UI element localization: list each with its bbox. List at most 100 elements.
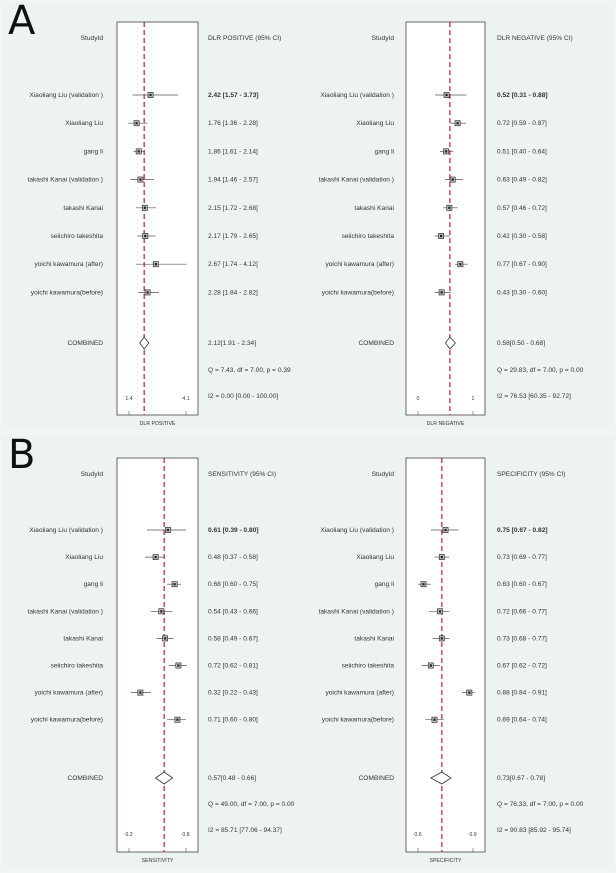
- q-statistic: Q = 7.43, df = 7.00, p = 0.39: [208, 367, 291, 374]
- plot-frame: [405, 457, 486, 853]
- point-estimate: [433, 718, 436, 721]
- combined-value: 0.73[0.67 - 0.78]: [497, 775, 545, 782]
- combined-value: 0.58[0.50 - 0.68]: [497, 340, 545, 347]
- point-estimate: [444, 528, 447, 532]
- study-value: 0.63 [0.60 - 0.67]: [497, 581, 547, 588]
- study-value: 2.67 [1.74 - 4.12]: [208, 261, 258, 268]
- study-label: Xiaoliang Liu (validation ): [320, 527, 394, 534]
- study-label: Xiaoliang Liu (validation ): [320, 92, 394, 99]
- study-value: 1.76 [1.36 - 2.28]: [208, 120, 258, 127]
- point-estimate: [445, 93, 448, 97]
- study-label: Xiaoliang Liu: [356, 554, 394, 561]
- point-estimate: [154, 263, 157, 266]
- i2-statistic: I2 = 76.53 [60.35 - 92.72]: [497, 393, 571, 400]
- plot-frame: [405, 21, 486, 416]
- study-label: gang li: [375, 148, 395, 155]
- point-estimate: [440, 291, 443, 294]
- point-estimate: [139, 691, 142, 694]
- study-value: 0.72 [0.62 - 0.81]: [208, 663, 258, 670]
- study-value: 1.94 [1.46 - 2.57]: [208, 177, 258, 184]
- studyid-header: StudyId: [81, 35, 104, 42]
- study-value: 2.15 [1.72 - 2.68]: [208, 205, 258, 212]
- i2-statistic: I2 = 90.83 [85.92 - 95.74]: [497, 827, 571, 834]
- study-value: 1.86 [1.61 - 2.14]: [208, 148, 258, 155]
- combined-value: 2.12[1.91 - 2.34]: [208, 340, 256, 347]
- studyid-header: StudyId: [372, 35, 395, 42]
- study-label: seiichiro takeshita: [342, 233, 395, 240]
- q-statistic: Q = 76.33, df = 7.00, p = 0.00: [497, 801, 584, 808]
- study-label: yoichi kawamura(before): [31, 717, 103, 724]
- panel-a: A: [2, 0, 614, 430]
- study-label: yoichi kawamura (after): [34, 690, 103, 697]
- study-value: 0.63 [0.49 - 0.82]: [497, 177, 547, 184]
- study-label: gang li: [84, 148, 104, 155]
- study-value: 0.32 [0.22 - 0.43]: [208, 690, 258, 697]
- study-value: 0.57 [0.46 - 0.72]: [497, 205, 547, 212]
- study-value: 0.42 [0.30 - 0.58]: [497, 233, 547, 240]
- q-statistic: Q = 29.83, df = 7.00, p = 0.00: [497, 367, 584, 374]
- study-label: yoichi kawamura (after): [325, 690, 394, 697]
- x-axis-label: DLR POSITIVE: [140, 421, 176, 427]
- study-value: 0.71 [0.60 - 0.80]: [208, 717, 258, 724]
- x-tick-label: 0: [417, 396, 420, 402]
- x-tick-label: 0.2: [125, 832, 132, 838]
- study-label: yoichi kawamura(before): [31, 289, 103, 296]
- q-statistic: Q = 49.00, df = 7.00, p = 0.00: [208, 801, 295, 808]
- study-label: takashi Kanai: [63, 205, 103, 212]
- study-value: 0.68 [0.60 - 0.75]: [208, 581, 258, 588]
- study-value: 0.73 [0.69 - 0.77]: [497, 554, 547, 561]
- study-value: 0.54 [0.43 - 0.66]: [208, 608, 258, 615]
- point-estimate: [137, 150, 140, 153]
- panel-b-label: B: [8, 432, 36, 478]
- i2-statistic: I2 = 85.71 [77.06 - 94.37]: [208, 827, 282, 834]
- x-tick-label: 0.8: [182, 832, 189, 838]
- study-value: 0.72 [0.66 - 0.77]: [497, 608, 547, 615]
- study-label: seiichiro takeshita: [342, 663, 395, 670]
- value-header: DLR NEGATIVE (95% CI): [497, 35, 573, 42]
- point-estimate: [177, 664, 180, 667]
- value-header: SPECIFICITY (95% CI): [497, 471, 565, 478]
- combined-diamond: [139, 336, 150, 350]
- study-value: 0.73 [0.68 - 0.77]: [497, 635, 547, 642]
- study-label: takashi Kanai: [354, 635, 394, 642]
- point-estimate: [429, 664, 432, 667]
- x-tick-label: 1.4: [125, 396, 132, 402]
- x-tick-label: 1: [472, 396, 475, 402]
- panel-a-label: A: [8, 0, 36, 44]
- x-tick-label: 4.1: [182, 396, 189, 402]
- study-value: 0.51 [0.40 - 0.64]: [497, 148, 547, 155]
- point-estimate: [135, 122, 138, 125]
- point-estimate: [451, 178, 454, 181]
- study-value: 0.52 [0.31 - 0.88]: [497, 92, 548, 99]
- study-value: 0.48 [0.37 - 0.58]: [208, 554, 258, 561]
- point-estimate: [144, 234, 147, 238]
- study-label: takashi Kanai (validation ): [27, 608, 103, 615]
- point-estimate: [149, 93, 152, 97]
- studyid-header: StudyId: [81, 471, 104, 478]
- studyid-header: StudyId: [372, 471, 395, 478]
- study-value: 0.75 [0.67 - 0.82]: [497, 527, 548, 534]
- x-tick-label: 0.6: [414, 832, 421, 838]
- point-estimate: [146, 291, 149, 294]
- study-value: 2.17 [1.79 - 2.65]: [208, 233, 258, 240]
- study-value: 2.28 [1.84 - 2.82]: [208, 289, 258, 296]
- study-label: seiichiro takeshita: [51, 663, 104, 670]
- point-estimate: [164, 637, 167, 640]
- study-value: 0.43 [0.30 - 0.60]: [497, 289, 547, 296]
- study-label: takashi Kanai: [354, 205, 394, 212]
- study-label: takashi Kanai (validation ): [318, 608, 394, 615]
- point-estimate: [456, 122, 459, 125]
- study-label: yoichi kawamura (after): [325, 261, 394, 268]
- point-estimate: [440, 637, 443, 640]
- study-label: yoichi kawamura (after): [34, 261, 103, 268]
- combined-label: COMBINED: [358, 775, 394, 782]
- point-estimate: [468, 691, 471, 694]
- x-tick-label: 0.9: [469, 832, 476, 838]
- study-label: yoichi kawamura(before): [322, 717, 394, 724]
- i2-statistic: I2 = 0.00 [0.00 - 100.00]: [208, 393, 278, 400]
- study-label: Xiaoliang Liu: [356, 120, 394, 127]
- point-estimate: [176, 718, 179, 721]
- combined-diamond: [429, 771, 452, 785]
- study-value: 0.61 [0.39 - 0.80]: [208, 527, 259, 534]
